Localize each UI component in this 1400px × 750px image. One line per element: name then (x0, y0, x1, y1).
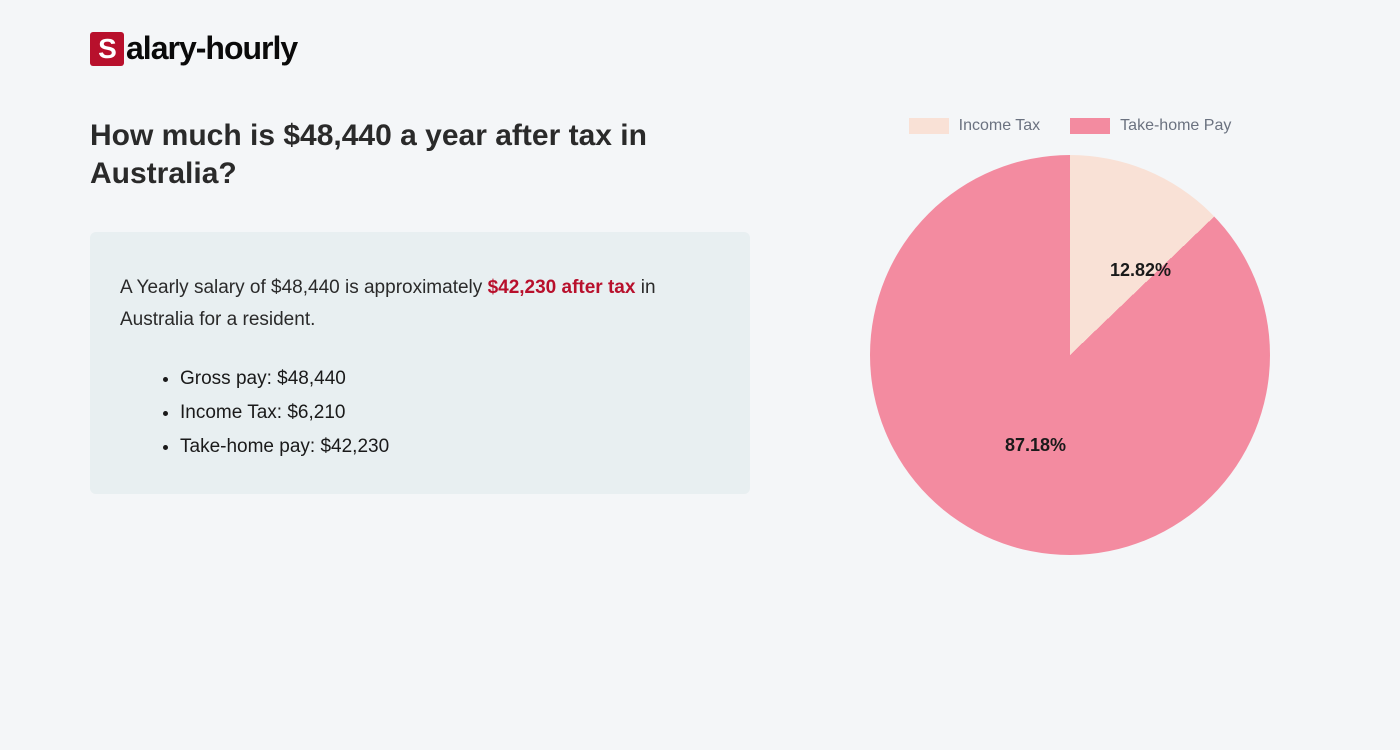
list-item: Gross pay: $48,440 (180, 362, 720, 396)
slice-label-income-tax: 12.82% (1110, 260, 1171, 281)
list-item: Take-home pay: $42,230 (180, 430, 720, 464)
logo-icon: S (90, 32, 124, 66)
summary-highlight: $42,230 after tax (488, 277, 636, 298)
list-item: Income Tax: $6,210 (180, 396, 720, 430)
summary-box: A Yearly salary of $48,440 is approximat… (90, 232, 750, 494)
slice-label-take-home: 87.18% (1005, 435, 1066, 456)
content-left: How much is $48,440 a year after tax in … (90, 117, 750, 555)
pie-graphic (870, 155, 1270, 555)
legend-item-income-tax: Income Tax (909, 117, 1041, 135)
legend-swatch (909, 118, 949, 134)
pie-chart: 12.82% 87.18% (870, 155, 1270, 555)
legend-label: Income Tax (959, 117, 1041, 135)
summary-text: A Yearly salary of $48,440 is approximat… (120, 272, 720, 337)
summary-pre: A Yearly salary of $48,440 is approximat… (120, 277, 488, 298)
main-container: How much is $48,440 a year after tax in … (90, 117, 1310, 555)
legend-item-take-home: Take-home Pay (1070, 117, 1231, 135)
legend-label: Take-home Pay (1120, 117, 1231, 135)
chart-legend: Income Tax Take-home Pay (830, 117, 1310, 135)
bullet-list: Gross pay: $48,440 Income Tax: $6,210 Ta… (120, 362, 720, 465)
legend-swatch (1070, 118, 1110, 134)
brand-logo: Salary-hourly (90, 30, 1310, 67)
chart-right: Income Tax Take-home Pay 12.82% 87.18% (830, 117, 1310, 555)
logo-text: alary-hourly (126, 30, 297, 67)
page-title: How much is $48,440 a year after tax in … (90, 117, 750, 192)
